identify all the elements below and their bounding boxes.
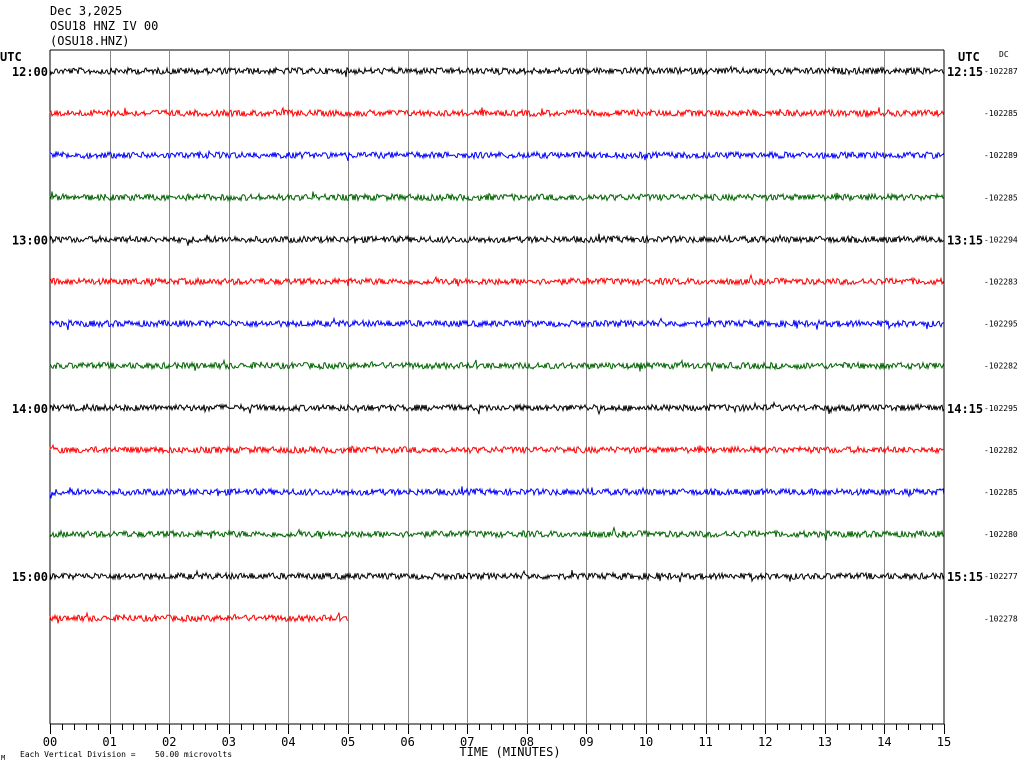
- row-time-left: 12:00: [12, 65, 48, 79]
- x-tick-label: 13: [818, 735, 832, 749]
- trace-row-6: [49, 273, 945, 288]
- header-date: Dec 3,2025: [50, 4, 123, 18]
- footer-division-value: 50.00 microvolts: [155, 750, 232, 759]
- row-time-right: 15:15: [947, 570, 983, 584]
- x-tick-label: 07: [460, 735, 474, 749]
- row-dc-value: -102289: [984, 151, 1018, 160]
- x-tick-label: 06: [400, 735, 414, 749]
- x-tick-label: 12: [758, 735, 772, 749]
- x-tick-label: 02: [162, 735, 176, 749]
- x-tick-label: 15: [937, 735, 951, 749]
- trace-row-1: [49, 64, 945, 78]
- header-code: (OSU18.HNZ): [50, 34, 130, 48]
- row-dc-value: -102280: [984, 530, 1018, 539]
- x-tick-label: 04: [281, 735, 295, 749]
- row-dc-value: -102285: [984, 193, 1018, 202]
- row-dc-value: -102283: [984, 278, 1018, 287]
- row-dc-value: -102295: [984, 404, 1018, 413]
- trace-row-7: [49, 316, 945, 331]
- row-time-left: 13:00: [12, 233, 48, 247]
- row-dc-value: -102285: [984, 109, 1018, 118]
- row-dc-value: -102277: [984, 572, 1018, 581]
- row-time-left: 14:00: [12, 402, 48, 416]
- x-tick-label: 11: [698, 735, 712, 749]
- x-tick-label: 09: [579, 735, 593, 749]
- row-dc-value: -102295: [984, 320, 1018, 329]
- row-dc-value: -102285: [984, 488, 1018, 497]
- row-dc-value: -102282: [984, 446, 1018, 455]
- x-tick-label: 10: [639, 735, 653, 749]
- utc-left-label: UTC: [0, 50, 22, 64]
- row-dc-value: -102278: [984, 614, 1018, 623]
- trace-row-11: [49, 486, 945, 499]
- row-time-right: 12:15: [947, 65, 983, 79]
- trace-row-12: [49, 525, 945, 541]
- dc-label: DC: [999, 50, 1009, 59]
- row-time-right: 14:15: [947, 402, 983, 416]
- x-tick-label: 01: [102, 735, 116, 749]
- trace-row-14: [49, 611, 349, 624]
- x-axis-title: TIME (MINUTES): [459, 745, 560, 759]
- x-tick-label: 14: [877, 735, 891, 749]
- x-tick-label: 08: [520, 735, 534, 749]
- footer-division-label: Each Vertical Division =: [20, 750, 136, 759]
- trace-row-5: [49, 233, 945, 246]
- corner-mark: M: [1, 754, 5, 762]
- row-dc-value: -102282: [984, 362, 1018, 371]
- trace-row-9: [49, 400, 945, 416]
- trace-row-2: [49, 106, 945, 119]
- x-tick-label: 00: [43, 735, 57, 749]
- trace-row-3: [49, 149, 945, 162]
- trace-row-13: [49, 569, 945, 583]
- trace-row-8: [49, 358, 945, 372]
- x-tick-label: 05: [341, 735, 355, 749]
- row-time-right: 13:15: [947, 233, 983, 247]
- row-dc-value: -102294: [984, 235, 1018, 244]
- trace-row-10: [49, 443, 945, 455]
- row-time-left: 15:00: [12, 570, 48, 584]
- x-tick-label: 03: [222, 735, 236, 749]
- header-station: OSU18 HNZ IV 00: [50, 19, 159, 33]
- row-dc-value: -102287: [984, 67, 1018, 76]
- utc-right-label: UTC: [958, 50, 980, 64]
- trace-row-4: [49, 191, 945, 203]
